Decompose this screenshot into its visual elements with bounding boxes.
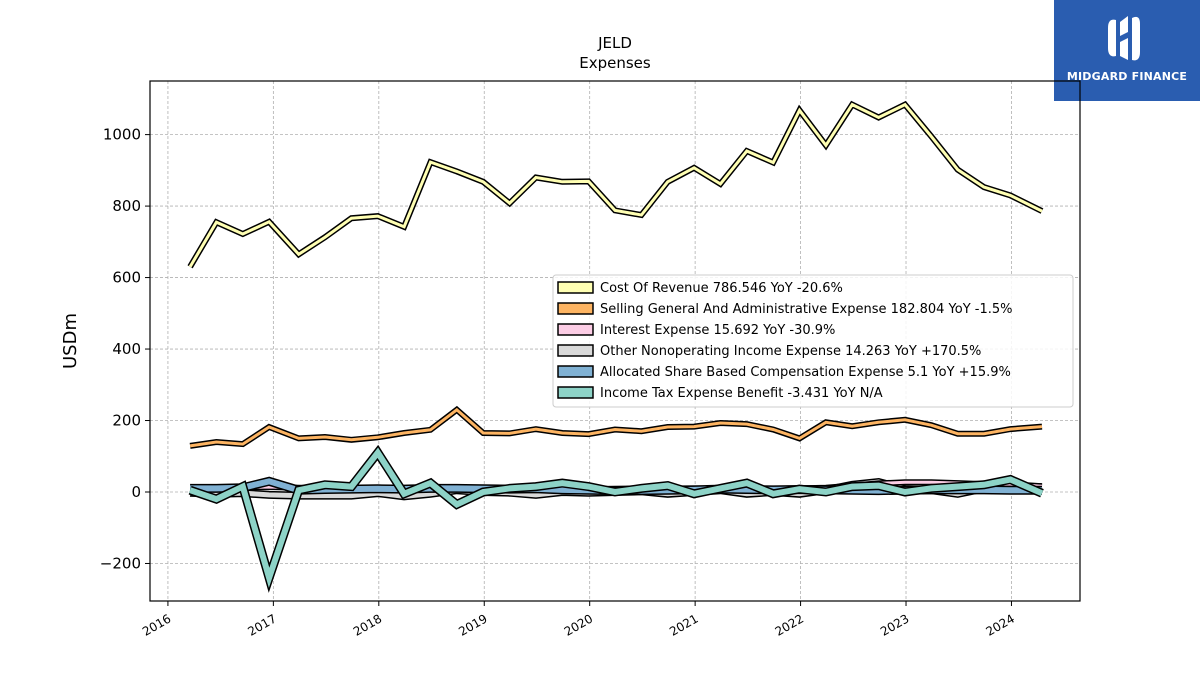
legend-label: Allocated Share Based Compensation Expen… <box>600 365 1011 380</box>
y-tick-label: −200 <box>100 554 141 572</box>
series-line-income-tax-expense-benefit <box>189 447 1044 588</box>
series-layer <box>187 100 1044 593</box>
series-outline-income-tax-expense-benefit <box>188 444 1044 593</box>
legend-swatch <box>557 386 594 399</box>
legend-label: Selling General And Administrative Expen… <box>600 302 1013 317</box>
y-tick-label: 200 <box>112 412 141 430</box>
y-axis-ticks: −200 0 200 400 600 800 1000 <box>100 126 150 572</box>
legend-swatch <box>557 344 594 357</box>
series-outline-selling-general-and-administrative-expense <box>189 405 1043 449</box>
x-tick-label: 2017 <box>245 611 278 638</box>
x-tick-label: 2020 <box>562 611 595 638</box>
chart-subtitle: Expenses <box>579 54 651 72</box>
legend-swatch <box>557 365 594 378</box>
y-tick-label: 1000 <box>103 126 141 144</box>
y-tick-label: 0 <box>131 483 141 501</box>
x-axis-ticks: 2016 2017 2018 2019 2020 2021 2022 2023 2024 <box>140 601 1017 639</box>
legend-label: Cost Of Revenue 786.546 YoY -20.6% <box>600 281 843 296</box>
y-tick-label: 600 <box>112 269 141 287</box>
series-line-selling-general-and-administrative-expense <box>189 407 1043 448</box>
x-tick-label: 2018 <box>351 611 384 638</box>
brand-logo: MIDGARD FINANCE <box>1054 0 1200 101</box>
x-tick-label: 2022 <box>773 611 806 638</box>
legend-swatch <box>557 281 594 294</box>
y-tick-label: 400 <box>112 340 141 358</box>
brand-name: MIDGARD FINANCE <box>1066 70 1188 83</box>
legend-label: Interest Expense 15.692 YoY -30.9% <box>600 323 835 338</box>
brand-mark-icon <box>1108 16 1140 61</box>
legend-swatch <box>557 302 594 315</box>
legend-label: Income Tax Expense Benefit -3.431 YoY N/… <box>600 386 883 401</box>
y-tick-label: 800 <box>112 197 141 215</box>
legend: Cost Of Revenue 786.546 YoY -20.6% Sellin… <box>552 274 1074 408</box>
x-tick-label: 2023 <box>878 611 911 638</box>
x-tick-label: 2021 <box>667 611 700 638</box>
legend-label: Other Nonoperating Income Expense 14.263… <box>600 344 981 359</box>
plot-frame <box>149 80 1081 602</box>
x-tick-label: 2019 <box>456 611 489 638</box>
x-tick-label: 2016 <box>140 611 173 638</box>
x-tick-label: 2024 <box>984 611 1017 638</box>
chart-title: JELD <box>597 34 632 52</box>
legend-box <box>552 274 1074 408</box>
legend-swatch <box>557 323 594 336</box>
y-axis-label: USDm <box>60 313 81 369</box>
series-line-cost-of-revenue <box>188 102 1043 268</box>
